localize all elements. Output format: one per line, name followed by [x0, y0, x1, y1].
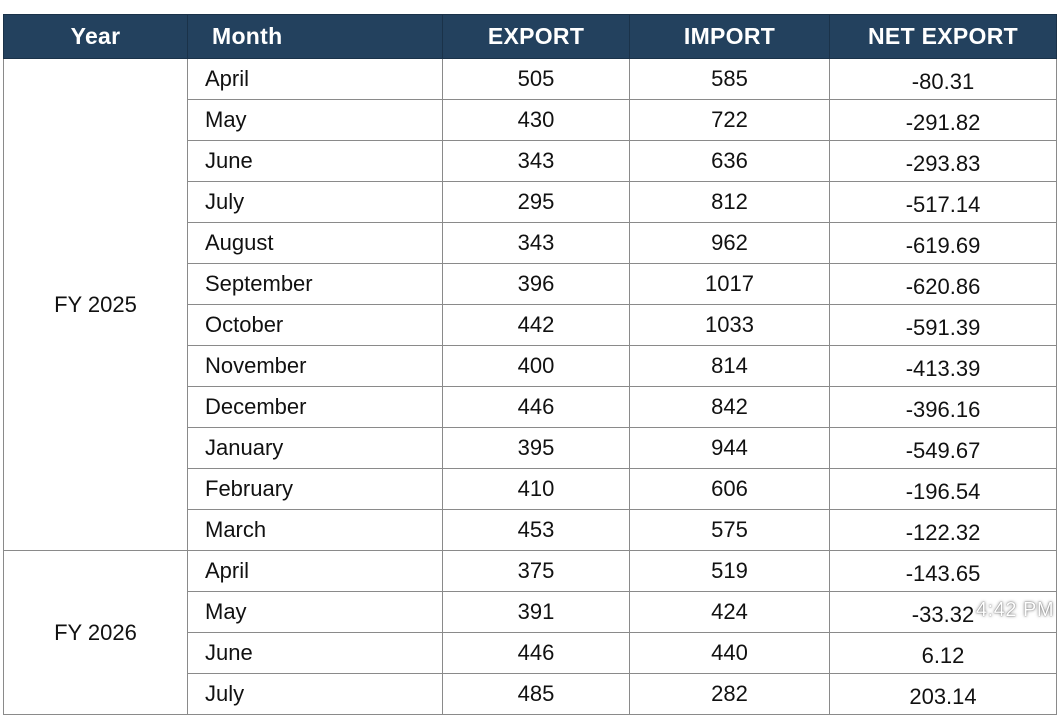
export-cell: 375 [442, 550, 630, 592]
header-year: Year [3, 14, 188, 59]
month-cell: January [187, 427, 443, 469]
month-cell: December [187, 386, 443, 428]
month-cell: November [187, 345, 443, 387]
export-cell: 391 [442, 591, 630, 633]
export-cell: 485 [442, 673, 630, 715]
net-export-cell: -291.82 [829, 99, 1057, 141]
import-cell: 282 [629, 673, 830, 715]
table-row: June 343 636 -293.83 [4, 140, 1057, 182]
import-cell: 440 [629, 632, 830, 674]
month-cell: October [187, 304, 443, 346]
export-cell: 343 [442, 140, 630, 182]
net-export-cell: -143.65 [829, 550, 1057, 592]
import-cell: 722 [629, 99, 830, 141]
month-cell: May [187, 99, 443, 141]
import-cell: 944 [629, 427, 830, 469]
month-cell: March [187, 509, 443, 551]
import-cell: 962 [629, 222, 830, 264]
net-export-cell: -517.14 [829, 181, 1057, 223]
table-row: September 396 1017 -620.86 [4, 263, 1057, 305]
export-cell: 453 [442, 509, 630, 551]
trade-table: Year Month EXPORT IMPORT NET EXPORT FY 2… [3, 14, 1057, 715]
table-row: December 446 842 -396.16 [4, 386, 1057, 428]
table-row: May 430 722 -291.82 [4, 99, 1057, 141]
import-cell: 585 [629, 58, 830, 100]
net-export-cell: -396.16 [829, 386, 1057, 428]
export-cell: 446 [442, 386, 630, 428]
import-cell: 812 [629, 181, 830, 223]
export-cell: 430 [442, 99, 630, 141]
export-cell: 343 [442, 222, 630, 264]
net-export-cell: -293.83 [829, 140, 1057, 182]
status-time: 4:42 PM [976, 599, 1054, 621]
month-cell: July [187, 181, 443, 223]
table-row: July 295 812 -517.14 [4, 181, 1057, 223]
month-cell: September [187, 263, 443, 305]
net-export-cell: -80.31 [829, 58, 1057, 100]
table-row: FY 2026 April 375 519 -143.65 [3, 550, 1057, 715]
net-export-cell: 203.14 [829, 673, 1057, 715]
table-row: November 400 814 -413.39 [4, 345, 1057, 387]
table-row: August 343 962 -619.69 [4, 222, 1057, 264]
import-cell: 842 [629, 386, 830, 428]
export-cell: 505 [442, 58, 630, 100]
net-export-cell: -549.67 [829, 427, 1057, 469]
table-row: FY 2025 April 505 585 -80.31 [3, 58, 1057, 551]
export-cell: 400 [442, 345, 630, 387]
year-cell: FY 2026 [3, 550, 188, 715]
import-cell: 1033 [629, 304, 830, 346]
net-export-cell: -620.86 [829, 263, 1057, 305]
net-export-cell: -413.39 [829, 345, 1057, 387]
month-cell: May [187, 591, 443, 633]
header-import: IMPORT [629, 14, 830, 59]
month-cell: April [187, 58, 443, 100]
month-cell: June [187, 140, 443, 182]
import-cell: 1017 [629, 263, 830, 305]
export-cell: 442 [442, 304, 630, 346]
month-cell: June [187, 632, 443, 674]
month-cell: February [187, 468, 443, 510]
year-cell: FY 2025 [3, 58, 188, 551]
export-cell: 395 [442, 427, 630, 469]
table-row: March 453 575 -122.32 [4, 509, 1057, 551]
header-row: Year Month EXPORT IMPORT NET EXPORT [3, 14, 1057, 59]
import-cell: 636 [629, 140, 830, 182]
net-export-cell: 6.12 [829, 632, 1057, 674]
import-cell: 575 [629, 509, 830, 551]
net-export-cell: -619.69 [829, 222, 1057, 264]
table-body: FY 2025 April 505 585 -80.31 May 430 722 -291.82… [3, 58, 1057, 715]
import-cell: 519 [629, 550, 830, 592]
import-cell: 814 [629, 345, 830, 387]
export-cell: 410 [442, 468, 630, 510]
table-header: Year Month EXPORT IMPORT NET EXPORT [3, 14, 1057, 59]
month-cell: July [187, 673, 443, 715]
import-cell: 606 [629, 468, 830, 510]
month-cell: August [187, 222, 443, 264]
header-month: Month [187, 14, 443, 59]
header-export: EXPORT [442, 14, 630, 59]
net-export-cell: -591.39 [829, 304, 1057, 346]
export-cell: 446 [442, 632, 630, 674]
net-export-cell: -122.32 [829, 509, 1057, 551]
import-cell: 424 [629, 591, 830, 633]
export-cell: 295 [442, 181, 630, 223]
month-cell: April [187, 550, 443, 592]
table-row: October 442 1033 -591.39 [4, 304, 1057, 346]
export-cell: 396 [442, 263, 630, 305]
net-export-cell: -196.54 [829, 468, 1057, 510]
header-net-export: NET EXPORT [829, 14, 1057, 59]
